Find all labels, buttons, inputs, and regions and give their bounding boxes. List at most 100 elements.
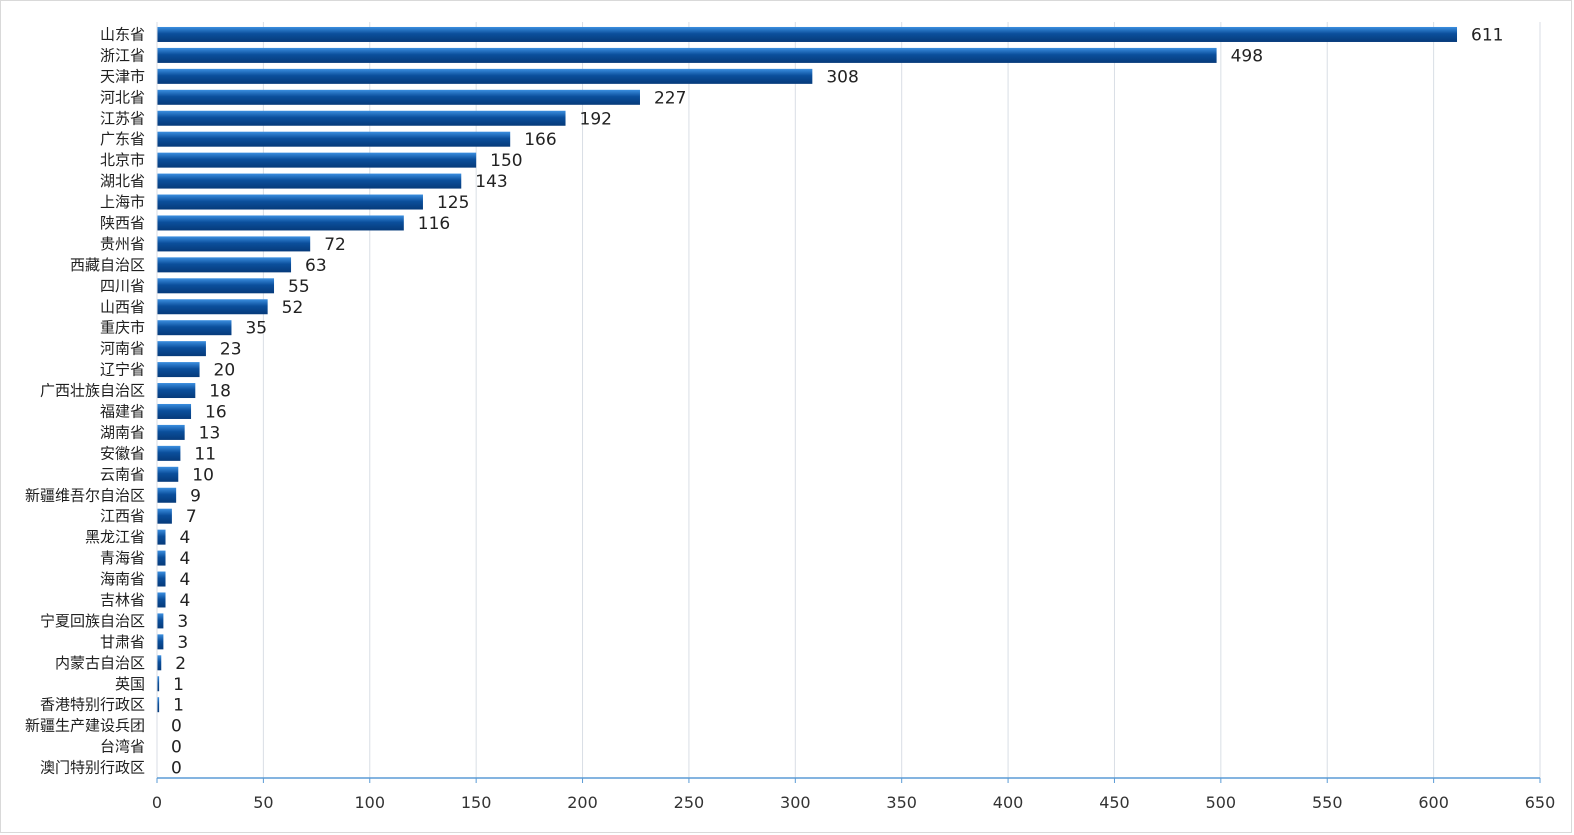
category-label: 台湾省 — [100, 738, 145, 756]
gridlines — [262, 22, 1541, 778]
bars — [157, 26, 1458, 713]
bar — [157, 194, 423, 210]
bar — [157, 655, 162, 671]
bar — [157, 26, 1458, 42]
data-label: 10 — [192, 465, 214, 485]
data-label: 227 — [654, 88, 686, 108]
bar — [157, 487, 177, 503]
data-label: 4 — [180, 528, 191, 548]
x-tick-label: 500 — [1206, 793, 1237, 812]
data-label: 16 — [205, 402, 227, 422]
data-label: 4 — [180, 591, 191, 611]
data-label: 192 — [580, 109, 612, 129]
category-label: 西藏自治区 — [70, 256, 145, 274]
bar — [157, 215, 404, 231]
data-label: 18 — [209, 382, 231, 402]
x-tick-label: 550 — [1312, 793, 1343, 812]
data-label: 9 — [190, 486, 201, 506]
category-label: 贵州省 — [100, 235, 145, 253]
bar — [157, 697, 160, 713]
category-label: 黑龙江省 — [85, 528, 145, 546]
data-label: 150 — [490, 151, 522, 171]
data-label: 72 — [324, 235, 346, 255]
x-tick-label: 0 — [152, 793, 162, 812]
data-label: 2 — [175, 654, 186, 674]
category-label: 江苏省 — [100, 109, 145, 127]
x-tick-label: 50 — [253, 793, 273, 812]
data-label: 13 — [199, 423, 221, 443]
category-label: 福建省 — [100, 402, 145, 420]
bar — [157, 676, 160, 692]
data-label: 611 — [1471, 25, 1503, 45]
category-label: 新疆生产建设兵团 — [25, 717, 145, 735]
data-label: 1 — [173, 696, 184, 716]
data-label: 4 — [180, 549, 191, 569]
x-tick-label: 150 — [461, 793, 492, 812]
bar — [157, 89, 640, 105]
bar — [157, 571, 166, 587]
category-label: 香港特别行政区 — [40, 696, 145, 714]
category-label: 青海省 — [100, 549, 145, 567]
category-label: 新疆维吾尔自治区 — [25, 486, 145, 504]
category-label: 天津市 — [100, 67, 145, 85]
bar — [157, 110, 566, 126]
category-label: 英国 — [115, 675, 145, 693]
data-label: 166 — [524, 130, 556, 150]
category-label: 重庆市 — [100, 319, 145, 337]
bar — [157, 466, 179, 482]
category-label: 宁夏回族自治区 — [40, 612, 145, 630]
bar — [157, 131, 511, 147]
category-label: 陕西省 — [100, 214, 145, 232]
data-label: 11 — [194, 444, 216, 464]
data-label: 3 — [177, 612, 188, 632]
data-label: 143 — [475, 172, 507, 192]
category-label: 浙江省 — [100, 46, 145, 64]
x-tick-label: 600 — [1418, 793, 1449, 812]
data-label: 1 — [173, 675, 184, 695]
x-tick-label: 300 — [780, 793, 811, 812]
data-label: 7 — [186, 507, 197, 527]
category-label: 河南省 — [100, 340, 145, 358]
x-tick-label: 100 — [354, 793, 385, 812]
x-tick-label: 450 — [1099, 793, 1130, 812]
bar — [157, 634, 164, 650]
category-label: 内蒙古自治区 — [55, 654, 145, 672]
x-tick-label: 350 — [886, 793, 917, 812]
bar — [157, 592, 166, 608]
bar — [157, 68, 813, 84]
data-label: 35 — [245, 319, 267, 339]
category-label: 吉林省 — [100, 591, 145, 609]
data-label: 308 — [826, 67, 858, 87]
data-label: 498 — [1231, 46, 1263, 66]
bar — [157, 341, 206, 357]
data-label: 0 — [171, 738, 182, 758]
bar — [157, 424, 185, 440]
category-label: 山东省 — [100, 25, 145, 43]
data-label: 0 — [171, 759, 182, 779]
bar — [157, 613, 164, 629]
bar — [157, 278, 275, 294]
category-label: 辽宁省 — [100, 361, 145, 379]
labels: 0 50 100 150 200 250 300 350 400 450 500 550 600 650山… — [25, 25, 1555, 812]
bar — [157, 173, 462, 189]
bar — [157, 236, 311, 252]
data-label: 4 — [180, 570, 191, 590]
category-label: 上海市 — [100, 193, 145, 211]
data-label: 20 — [214, 361, 236, 381]
bar — [157, 508, 172, 524]
bar — [157, 299, 268, 315]
category-label: 海南省 — [100, 570, 145, 588]
category-label: 山西省 — [100, 298, 145, 316]
bar — [157, 529, 166, 545]
bar — [157, 152, 477, 168]
bar — [157, 403, 192, 419]
category-label: 四川省 — [100, 277, 145, 295]
bar — [157, 445, 181, 461]
category-label: 安徽省 — [100, 444, 145, 462]
category-label: 澳门特别行政区 — [40, 759, 145, 777]
data-label: 63 — [305, 256, 327, 276]
x-tick-label: 400 — [993, 793, 1024, 812]
bar — [157, 550, 166, 566]
bar — [157, 47, 1217, 63]
